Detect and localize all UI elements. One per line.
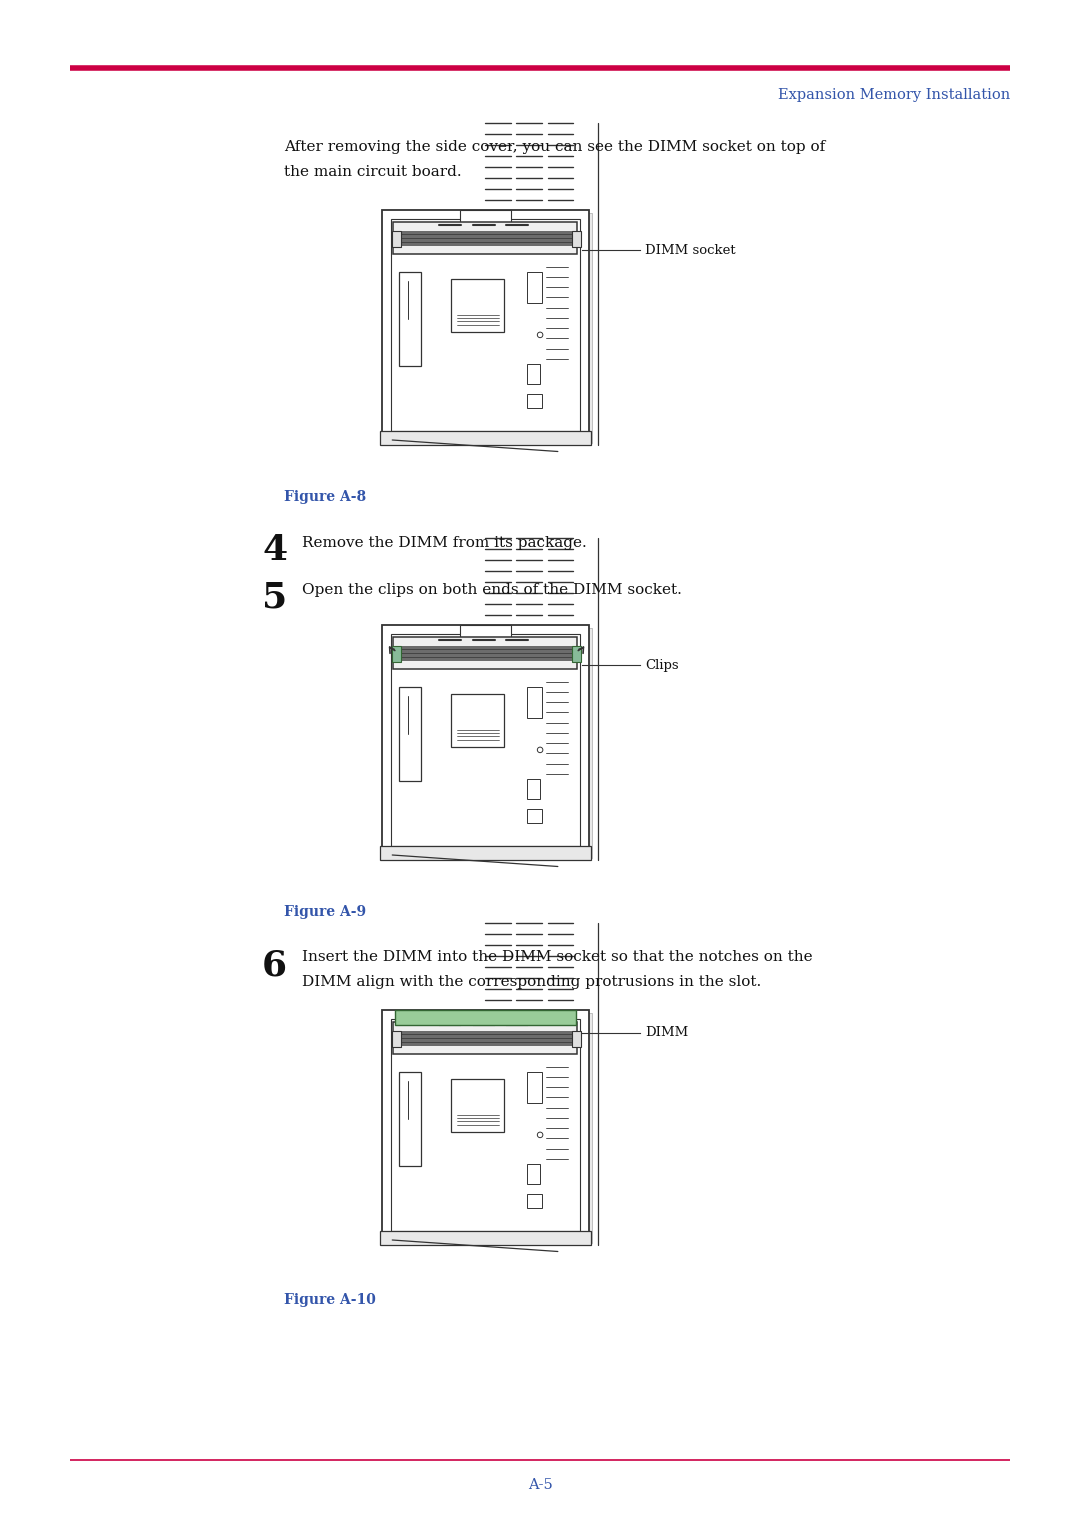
- Text: Expansion Memory Installation: Expansion Memory Installation: [778, 89, 1010, 102]
- Bar: [571, 646, 581, 662]
- Bar: [393, 222, 578, 254]
- Text: 5: 5: [262, 581, 287, 614]
- Bar: [384, 628, 592, 859]
- Text: Remove the DIMM from its package.: Remove the DIMM from its package.: [302, 536, 586, 550]
- Bar: [459, 209, 511, 223]
- Bar: [393, 637, 578, 669]
- Bar: [392, 1031, 402, 1047]
- Text: Clips: Clips: [645, 659, 678, 672]
- Text: DIMM align with the corresponding protrusions in the slot.: DIMM align with the corresponding protru…: [302, 975, 761, 989]
- Bar: [527, 1195, 542, 1209]
- Bar: [399, 1073, 421, 1166]
- Text: After removing the side cover, you can see the DIMM socket on top of: After removing the side cover, you can s…: [284, 141, 825, 154]
- Text: Figure A-8: Figure A-8: [284, 490, 366, 504]
- Bar: [399, 688, 421, 781]
- Bar: [571, 231, 581, 248]
- Bar: [527, 394, 542, 408]
- Bar: [392, 231, 402, 248]
- Bar: [527, 810, 542, 824]
- Bar: [527, 1073, 542, 1103]
- Bar: [459, 1010, 511, 1022]
- Bar: [391, 1019, 580, 1230]
- Text: Insert the DIMM into the DIMM socket so that the notches on the: Insert the DIMM into the DIMM socket so …: [302, 950, 812, 964]
- Bar: [451, 694, 504, 747]
- Bar: [571, 1031, 581, 1047]
- Text: DIMM: DIMM: [645, 1027, 688, 1039]
- Text: DIMM socket: DIMM socket: [645, 244, 735, 257]
- Bar: [527, 688, 542, 718]
- Bar: [459, 625, 511, 637]
- Bar: [384, 212, 592, 443]
- Bar: [379, 1230, 591, 1245]
- Bar: [382, 209, 589, 440]
- Bar: [399, 272, 421, 365]
- Bar: [379, 847, 591, 860]
- Text: 6: 6: [262, 947, 287, 983]
- Text: Open the clips on both ends of the DIMM socket.: Open the clips on both ends of the DIMM …: [302, 584, 681, 597]
- Bar: [379, 431, 591, 445]
- Bar: [527, 364, 540, 384]
- Bar: [451, 1079, 504, 1132]
- Text: A-5: A-5: [528, 1478, 552, 1491]
- Bar: [527, 779, 540, 799]
- Bar: [527, 272, 542, 303]
- Text: Figure A-10: Figure A-10: [284, 1293, 376, 1306]
- Bar: [382, 625, 589, 856]
- Bar: [391, 634, 580, 847]
- Bar: [393, 1022, 578, 1054]
- Text: Figure A-9: Figure A-9: [284, 905, 366, 918]
- Bar: [382, 1010, 589, 1241]
- Bar: [527, 1164, 540, 1184]
- Bar: [394, 1010, 577, 1025]
- Text: 4: 4: [262, 533, 287, 567]
- Text: the main circuit board.: the main circuit board.: [284, 165, 461, 179]
- Bar: [384, 1013, 592, 1242]
- Bar: [392, 646, 402, 662]
- Bar: [391, 219, 580, 431]
- Bar: [451, 278, 504, 332]
